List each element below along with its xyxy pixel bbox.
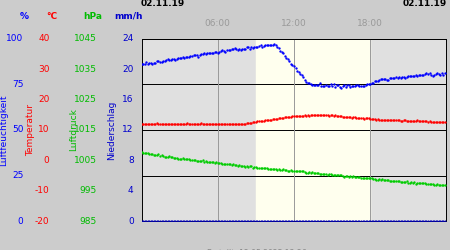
Text: %: % bbox=[20, 12, 29, 21]
Text: 0: 0 bbox=[44, 156, 50, 165]
Text: 20: 20 bbox=[122, 65, 134, 74]
Text: 40: 40 bbox=[38, 34, 50, 43]
Text: 02.11.19: 02.11.19 bbox=[140, 0, 184, 8]
Bar bbox=[256, 39, 369, 221]
Text: 10: 10 bbox=[38, 126, 50, 134]
Text: 50: 50 bbox=[12, 126, 23, 134]
Text: 12: 12 bbox=[122, 126, 134, 134]
Text: 75: 75 bbox=[12, 80, 23, 89]
Text: 20: 20 bbox=[38, 95, 50, 104]
Text: 8: 8 bbox=[128, 156, 134, 165]
Text: 0: 0 bbox=[128, 217, 134, 226]
Text: 1045: 1045 bbox=[74, 34, 97, 43]
Text: 1035: 1035 bbox=[74, 65, 97, 74]
Text: 4: 4 bbox=[128, 186, 134, 195]
Text: hPa: hPa bbox=[83, 12, 102, 21]
Text: 995: 995 bbox=[80, 186, 97, 195]
Text: °C: °C bbox=[46, 12, 57, 21]
Text: 16: 16 bbox=[122, 95, 134, 104]
Text: 25: 25 bbox=[12, 171, 23, 180]
Text: Luftdruck: Luftdruck bbox=[69, 108, 78, 152]
Text: 100: 100 bbox=[6, 34, 23, 43]
Text: 02.11.19: 02.11.19 bbox=[403, 0, 447, 8]
Text: 30: 30 bbox=[38, 65, 50, 74]
Text: 1015: 1015 bbox=[74, 126, 97, 134]
Text: Niederschlag: Niederschlag bbox=[107, 100, 116, 160]
Text: 1025: 1025 bbox=[74, 95, 97, 104]
Text: 18:00: 18:00 bbox=[356, 19, 382, 28]
Text: 985: 985 bbox=[80, 217, 97, 226]
Text: 0: 0 bbox=[18, 217, 23, 226]
Text: Erstellt: 12.05.2025 13:26: Erstellt: 12.05.2025 13:26 bbox=[207, 248, 307, 250]
Text: 06:00: 06:00 bbox=[205, 19, 230, 28]
Text: mm/h: mm/h bbox=[114, 12, 143, 21]
Text: 1005: 1005 bbox=[74, 156, 97, 165]
Text: -20: -20 bbox=[35, 217, 50, 226]
Text: Luftfeuchtigkeit: Luftfeuchtigkeit bbox=[0, 94, 8, 166]
Text: Temperatur: Temperatur bbox=[26, 104, 35, 156]
Text: 12:00: 12:00 bbox=[281, 19, 306, 28]
Text: 24: 24 bbox=[122, 34, 134, 43]
Text: -10: -10 bbox=[35, 186, 50, 195]
